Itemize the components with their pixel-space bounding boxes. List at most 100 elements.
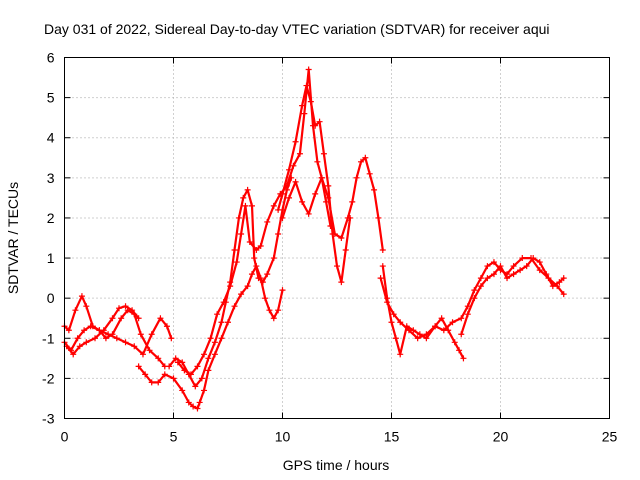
y-tick-label: 1 (47, 250, 55, 266)
series-trace-e (166, 174, 295, 390)
data-point (220, 299, 227, 306)
data-point (299, 198, 306, 205)
data-point (163, 323, 170, 330)
data-point (238, 230, 245, 237)
data-point (155, 355, 162, 362)
x-tick-label: 5 (170, 429, 178, 445)
data-point (279, 287, 286, 294)
data-point (116, 305, 122, 312)
data-point (233, 259, 240, 266)
data-point (458, 315, 465, 322)
data-point (244, 283, 251, 290)
data-point (139, 351, 146, 358)
data-point (135, 363, 142, 370)
x-axis-label: GPS time / hours (283, 457, 390, 473)
x-tick-label: 10 (275, 429, 291, 445)
y-tick-label: -1 (42, 330, 55, 346)
data-point (477, 283, 484, 290)
data-point (366, 170, 373, 177)
data-point (113, 335, 120, 342)
data-point (286, 166, 293, 173)
data-point (342, 247, 349, 254)
data-point (510, 263, 517, 270)
data-point (464, 311, 471, 318)
x-tick-label: 20 (493, 429, 509, 445)
data-point (185, 399, 192, 406)
data-point (312, 190, 319, 197)
data-point (275, 307, 282, 314)
data-point (270, 315, 277, 322)
data-point (560, 275, 567, 282)
data-point (456, 347, 463, 354)
data-point (264, 271, 271, 278)
data-point (307, 98, 314, 105)
data-point (305, 66, 312, 73)
data-point (464, 303, 471, 310)
data-point (205, 355, 212, 362)
data-point (118, 315, 125, 322)
data-point (83, 339, 90, 346)
data-point (253, 247, 260, 254)
data-point (279, 190, 286, 197)
chart-title: Day 031 of 2022, Sidereal Day-to-day VTE… (44, 21, 550, 37)
data-point (102, 335, 109, 342)
data-point (142, 371, 149, 378)
data-point (137, 331, 144, 338)
data-point (242, 202, 249, 209)
data-point (181, 367, 188, 374)
data-point (248, 271, 255, 278)
data-point (218, 335, 225, 342)
data-point (556, 279, 563, 286)
data-point (244, 186, 251, 193)
x-tick-label: 0 (61, 429, 69, 445)
data-point (122, 339, 129, 346)
series-trace-a (61, 315, 175, 358)
data-point (325, 194, 332, 201)
data-point (255, 275, 262, 282)
y-axis-label: SDTVAR / TECUs (5, 182, 21, 294)
data-point (83, 303, 90, 310)
data-point (100, 327, 107, 334)
series-trace-h (279, 154, 386, 254)
y-tick-label: 4 (47, 130, 55, 146)
data-point (357, 158, 364, 165)
data-point (168, 335, 175, 342)
series-trace-f (174, 66, 334, 378)
data-point (251, 255, 258, 262)
data-point (81, 327, 88, 334)
data-point (292, 178, 299, 185)
data-point (201, 387, 208, 394)
x-tick-label: 25 (602, 429, 618, 445)
data-point (296, 150, 303, 157)
data-point (517, 267, 524, 274)
data-point (338, 235, 345, 241)
data-point (227, 283, 234, 290)
data-point (397, 351, 404, 358)
data-point (135, 315, 142, 322)
data-point (390, 311, 397, 318)
data-point (194, 363, 201, 370)
data-point (211, 351, 218, 358)
series-line (460, 257, 565, 336)
data-point (172, 355, 179, 362)
data-point (458, 331, 465, 338)
data-point (379, 247, 386, 254)
data-point (74, 335, 81, 342)
grid-lines (64, 57, 610, 419)
series-trace-b (61, 293, 168, 370)
plot-frame (64, 57, 610, 419)
data-point (314, 158, 321, 165)
data-point (325, 182, 332, 189)
data-point (275, 230, 282, 237)
data-point (484, 275, 491, 282)
data-point (320, 150, 327, 157)
data-point (122, 303, 129, 310)
data-point (388, 319, 395, 326)
data-point (338, 279, 345, 286)
y-tick-label: 2 (47, 210, 55, 226)
data-point (312, 122, 319, 129)
data-point (460, 355, 467, 362)
data-point (65, 327, 72, 334)
data-point (440, 327, 447, 334)
